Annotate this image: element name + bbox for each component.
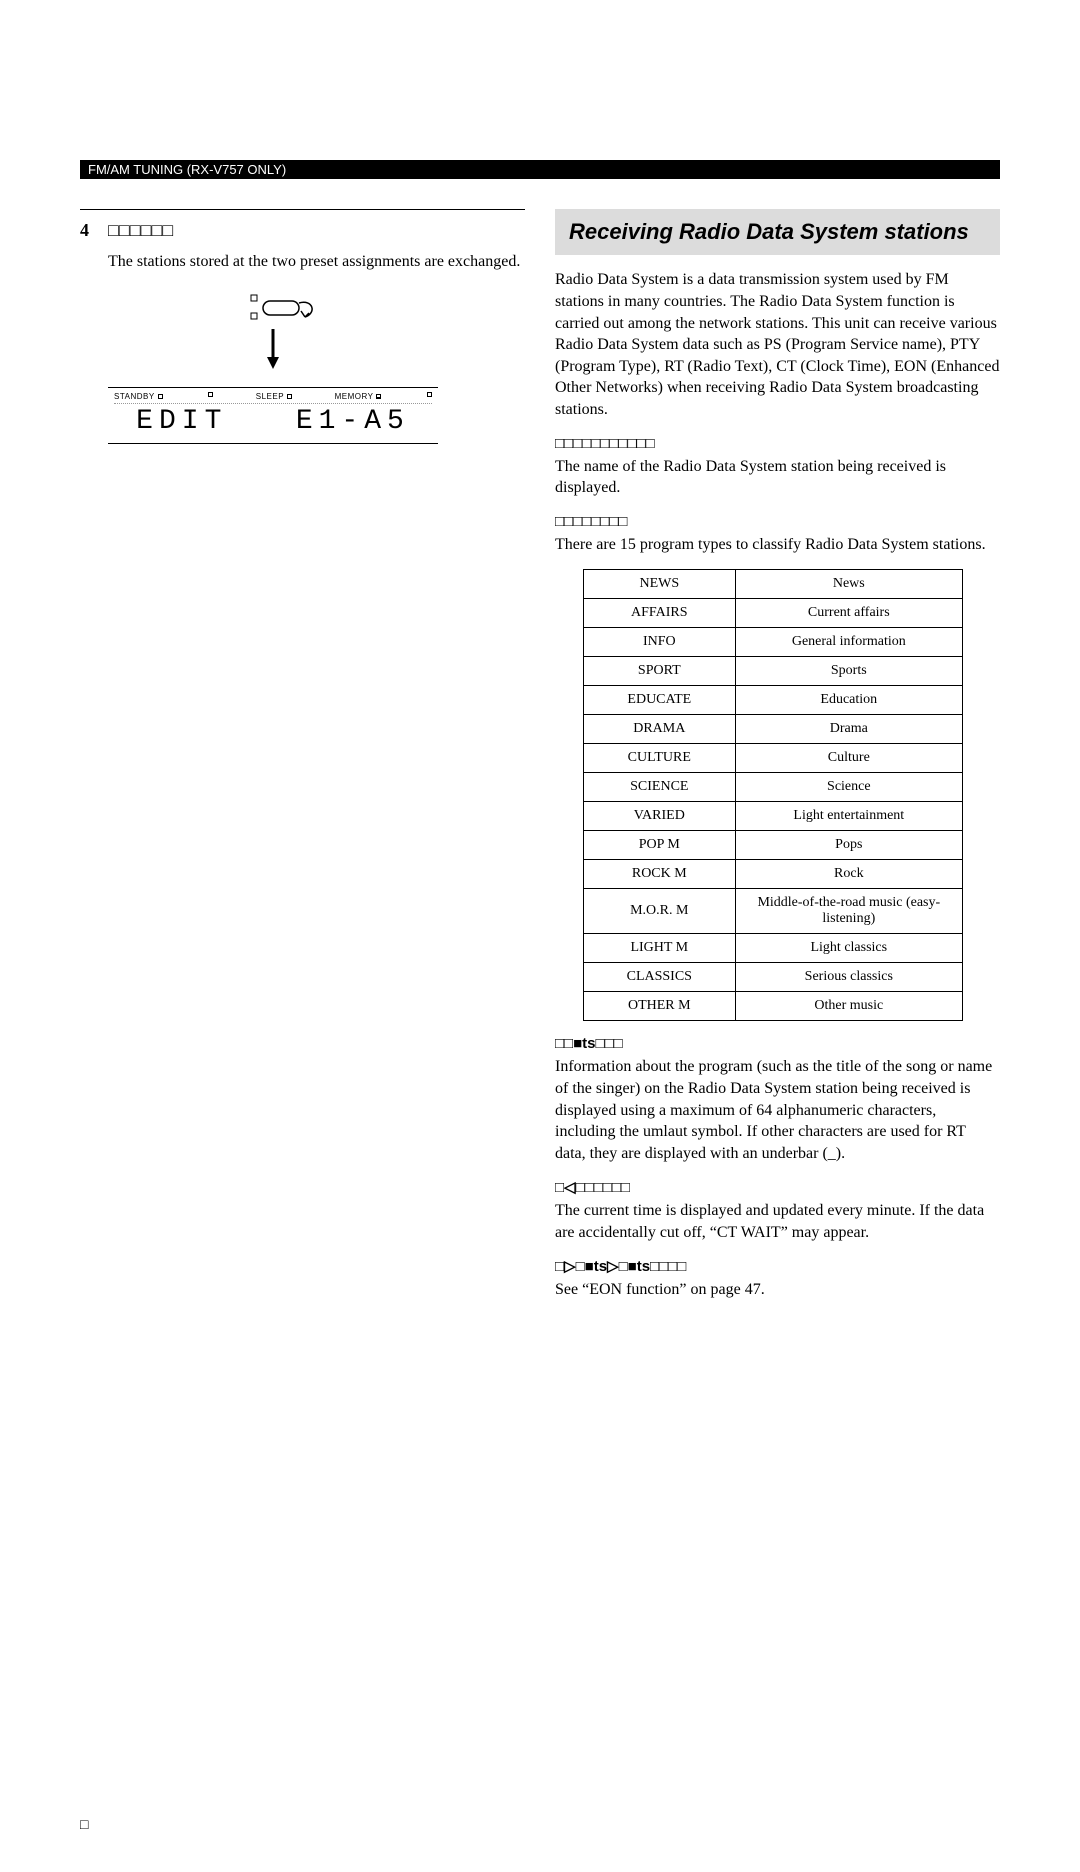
pty-code: EDUCATE xyxy=(584,686,736,715)
diagram: STANDBY SLEEP MEMORY EDIT E1-A5 xyxy=(108,291,438,444)
section-title-box: Receiving Radio Data System stations xyxy=(555,209,1000,255)
table-row: SPORTSports xyxy=(584,657,963,686)
pty-desc: News xyxy=(735,570,962,599)
table-row: LIGHT MLight classics xyxy=(584,934,963,963)
pty-code: OTHER M xyxy=(584,992,736,1021)
table-row: ROCK MRock xyxy=(584,860,963,889)
pty-desc: Sports xyxy=(735,657,962,686)
left-column: 4 □□□□□□ The stations stored at the two … xyxy=(80,209,525,1315)
table-row: OTHER MOther music xyxy=(584,992,963,1021)
ps-head: □□□□□□□□□□□ xyxy=(555,435,1000,452)
lcd-main-right: E1-A5 xyxy=(296,406,410,437)
pty-table: NEWSNewsAFFAIRSCurrent affairsINFOGenera… xyxy=(583,569,963,1021)
page-columns: 4 □□□□□□ The stations stored at the two … xyxy=(80,209,1000,1315)
step-label: □□□□□□ xyxy=(108,220,173,241)
header-text: FM/AM TUNING (RX-V757 ONLY) xyxy=(88,162,286,177)
lcd-main-left: EDIT xyxy=(136,406,227,437)
pty-desc: Light classics xyxy=(735,934,962,963)
table-row: NEWSNews xyxy=(584,570,963,599)
pty-code: CLASSICS xyxy=(584,963,736,992)
lcd-ind-memory: MEMORY xyxy=(335,392,374,401)
lcd-indicators: STANDBY SLEEP MEMORY xyxy=(114,392,432,401)
lcd-main: EDIT E1-A5 xyxy=(114,406,432,437)
pty-code: LIGHT M xyxy=(584,934,736,963)
ct-body: The current time is displayed and update… xyxy=(555,1200,1000,1243)
pty-head: □□□□□□□□ xyxy=(555,513,1000,530)
lcd-panel: STANDBY SLEEP MEMORY EDIT E1-A5 xyxy=(108,387,438,444)
intro-para: Radio Data System is a data transmission… xyxy=(555,269,1000,420)
pty-code: SPORT xyxy=(584,657,736,686)
rt-body: Information about the program (such as t… xyxy=(555,1056,1000,1164)
remote-button-svg xyxy=(213,291,333,381)
pty-code: POP M xyxy=(584,831,736,860)
page-number: □ xyxy=(80,1816,88,1832)
pty-desc: Serious classics xyxy=(735,963,962,992)
table-row: DRAMADrama xyxy=(584,715,963,744)
step-4-row: 4 □□□□□□ xyxy=(80,220,525,241)
step-number: 4 xyxy=(80,220,94,241)
step-body: The stations stored at the two preset as… xyxy=(108,251,525,273)
table-row: POP MPops xyxy=(584,831,963,860)
pty-code: CULTURE xyxy=(584,744,736,773)
table-row: AFFAIRSCurrent affairs xyxy=(584,599,963,628)
pty-desc: Rock xyxy=(735,860,962,889)
eon-head: □▷□■ts▷□■ts□□□□ xyxy=(555,1257,1000,1275)
right-column: Receiving Radio Data System stations Rad… xyxy=(555,209,1000,1315)
pty-desc: General information xyxy=(735,628,962,657)
pty-desc: Pops xyxy=(735,831,962,860)
eon-body: See “EON function” on page 47. xyxy=(555,1279,1000,1301)
pty-code: NEWS xyxy=(584,570,736,599)
rt-head: □□■ts□□□ xyxy=(555,1035,1000,1052)
pty-desc: Culture xyxy=(735,744,962,773)
pty-code: AFFAIRS xyxy=(584,599,736,628)
ct-head: □◁□□□□□□ xyxy=(555,1178,1000,1196)
pty-code: M.O.R. M xyxy=(584,889,736,934)
section-title: Receiving Radio Data System stations xyxy=(569,219,986,245)
pty-desc: Drama xyxy=(735,715,962,744)
pty-code: VARIED xyxy=(584,802,736,831)
pty-code: ROCK M xyxy=(584,860,736,889)
table-row: EDUCATEEducation xyxy=(584,686,963,715)
pty-body: There are 15 program types to classify R… xyxy=(555,534,1000,556)
pty-desc: Education xyxy=(735,686,962,715)
table-row: CULTURECulture xyxy=(584,744,963,773)
lcd-ind-sleep: SLEEP xyxy=(256,392,284,401)
pty-desc: Science xyxy=(735,773,962,802)
table-row: CLASSICSSerious classics xyxy=(584,963,963,992)
ps-body: The name of the Radio Data System statio… xyxy=(555,456,1000,499)
pty-desc: Light entertainment xyxy=(735,802,962,831)
pty-desc: Other music xyxy=(735,992,962,1021)
table-row: SCIENCEScience xyxy=(584,773,963,802)
table-row: VARIEDLight entertainment xyxy=(584,802,963,831)
pty-desc: Current affairs xyxy=(735,599,962,628)
pty-code: INFO xyxy=(584,628,736,657)
pty-code: DRAMA xyxy=(584,715,736,744)
pty-code: SCIENCE xyxy=(584,773,736,802)
table-row: INFOGeneral information xyxy=(584,628,963,657)
table-row: M.O.R. MMiddle-of-the-road music (easy-l… xyxy=(584,889,963,934)
header-bar: FM/AM TUNING (RX-V757 ONLY) xyxy=(80,160,1000,179)
pty-desc: Middle-of-the-road music (easy-listening… xyxy=(735,889,962,934)
lcd-ind-standby: STANDBY xyxy=(114,392,155,401)
